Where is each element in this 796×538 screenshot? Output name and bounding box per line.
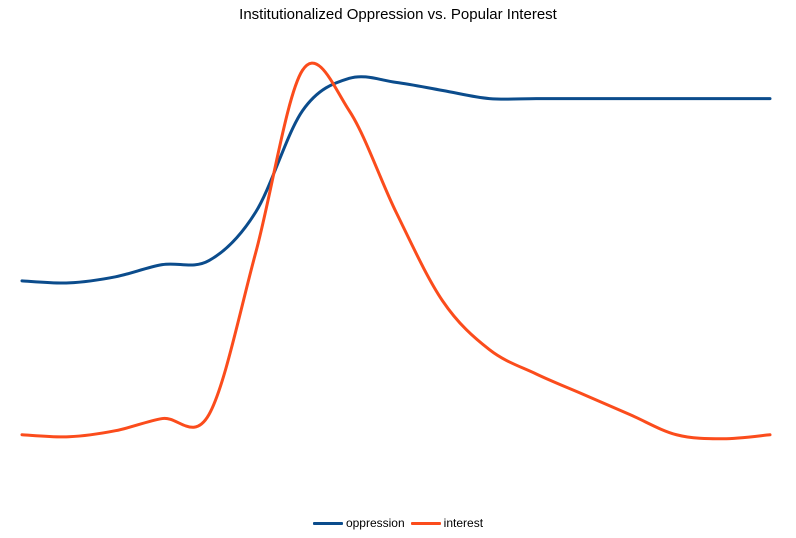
series-line-oppression xyxy=(20,75,772,285)
legend-label-interest: interest xyxy=(443,516,484,530)
legend-item-oppression[interactable]: oppression xyxy=(312,516,405,530)
legend-item-interest[interactable]: interest xyxy=(410,516,484,530)
legend: oppression interest xyxy=(0,516,796,530)
legend-label-oppression: oppression xyxy=(345,516,405,530)
legend-swatch-interest xyxy=(410,521,441,525)
series-line-interest xyxy=(20,61,772,441)
legend-swatch-oppression xyxy=(312,521,343,525)
chart-title: Institutionalized Oppression vs. Popular… xyxy=(239,6,557,23)
